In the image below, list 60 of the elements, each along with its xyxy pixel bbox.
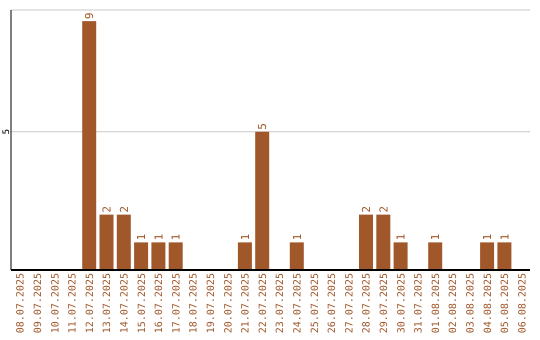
data-label: 1 <box>481 234 494 240</box>
bar <box>151 242 166 270</box>
x-tick-label: 02.08.2025 <box>448 273 460 334</box>
x-tick-label: 25.07.2025 <box>310 273 321 334</box>
data-label: 1 <box>135 234 148 240</box>
data-label: 1 <box>290 234 304 240</box>
x-tick-label: 18.07.2025 <box>188 273 200 334</box>
x-tick-label: 14.07.2025 <box>119 273 130 334</box>
x-tick-label: 27.07.2025 <box>344 273 356 334</box>
x-tick-label: 20.07.2025 <box>223 273 234 334</box>
data-label: 2 <box>377 206 390 213</box>
x-tick-label: 01.08.2025 <box>430 273 442 334</box>
bar <box>394 242 408 270</box>
bar <box>238 242 252 270</box>
data-label: 2 <box>118 206 131 213</box>
bar <box>290 242 304 270</box>
x-tick-label: 23.07.2025 <box>275 273 286 334</box>
x-tick-label: 11.07.2025 <box>68 273 79 334</box>
data-label: 1 <box>429 234 442 240</box>
x-tick-label: 03.08.2025 <box>465 273 476 334</box>
bar <box>497 242 512 270</box>
bar <box>359 214 373 270</box>
bar <box>376 214 390 270</box>
x-tick-label: 13.07.2025 <box>102 273 114 334</box>
bar <box>82 21 96 270</box>
x-tick-label: 15.07.2025 <box>136 273 148 334</box>
x-tick-label: 19.07.2025 <box>206 273 217 334</box>
x-tick-label: 04.08.2025 <box>482 273 494 334</box>
x-tick-label: 17.07.2025 <box>171 273 182 334</box>
x-tick-label: 10.07.2025 <box>50 273 62 334</box>
x-tick-label: 30.07.2025 <box>396 273 408 334</box>
x-tick-label: 26.07.2025 <box>327 273 338 334</box>
data-label: 1 <box>238 234 252 240</box>
data-label: 1 <box>394 234 408 240</box>
x-tick-label: 08.07.2025 <box>16 273 27 334</box>
x-tick-label: 21.07.2025 <box>240 273 252 334</box>
data-label: 1 <box>498 234 512 240</box>
x-tick-label: 28.07.2025 <box>362 273 373 334</box>
data-label: 2 <box>360 206 373 213</box>
x-tick-label: 31.07.2025 <box>414 273 425 334</box>
bar <box>100 214 114 270</box>
data-label: 9 <box>83 12 96 20</box>
bar <box>134 242 148 270</box>
x-tick-label: 09.07.2025 <box>32 273 44 334</box>
data-label: 1 <box>152 234 166 240</box>
bar <box>116 214 131 270</box>
x-tick-label: 24.07.2025 <box>292 273 304 334</box>
x-tick-label: 05.08.2025 <box>500 273 512 334</box>
x-tick-label: 29.07.2025 <box>378 273 390 334</box>
bar <box>168 242 183 270</box>
bar <box>428 242 442 270</box>
data-label: 5 <box>256 123 270 130</box>
x-tick-label: 22.07.2025 <box>258 273 269 334</box>
data-label: 1 <box>170 234 183 240</box>
x-tick-label: 06.08.2025 <box>517 273 528 334</box>
x-tick-label: 16.07.2025 <box>154 273 166 334</box>
data-label: 2 <box>100 206 114 213</box>
bar <box>480 242 494 270</box>
bar <box>255 132 270 270</box>
x-tick-label: 12.07.2025 <box>84 273 96 334</box>
